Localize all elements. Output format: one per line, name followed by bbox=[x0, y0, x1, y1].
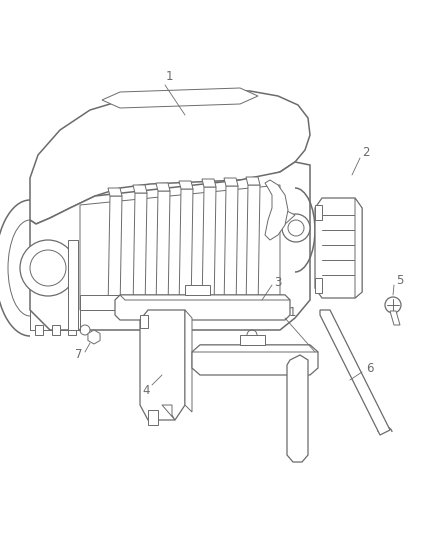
Polygon shape bbox=[88, 330, 100, 344]
Polygon shape bbox=[287, 355, 308, 462]
Polygon shape bbox=[156, 191, 170, 310]
Polygon shape bbox=[35, 325, 43, 335]
Polygon shape bbox=[240, 335, 265, 345]
Circle shape bbox=[282, 214, 310, 242]
Polygon shape bbox=[80, 295, 280, 310]
Polygon shape bbox=[202, 187, 216, 310]
Polygon shape bbox=[272, 210, 295, 226]
Polygon shape bbox=[108, 196, 122, 310]
Polygon shape bbox=[148, 410, 158, 425]
Polygon shape bbox=[202, 179, 216, 187]
Polygon shape bbox=[68, 240, 78, 330]
Polygon shape bbox=[162, 405, 175, 420]
Polygon shape bbox=[30, 162, 310, 330]
Polygon shape bbox=[390, 311, 400, 325]
Polygon shape bbox=[80, 185, 280, 310]
Polygon shape bbox=[140, 315, 148, 328]
Text: 5: 5 bbox=[396, 273, 404, 287]
Polygon shape bbox=[315, 198, 362, 298]
Text: 2: 2 bbox=[362, 146, 370, 158]
Polygon shape bbox=[224, 178, 238, 186]
Polygon shape bbox=[185, 285, 210, 295]
Polygon shape bbox=[102, 88, 258, 108]
Polygon shape bbox=[315, 205, 322, 220]
Circle shape bbox=[80, 325, 90, 335]
Polygon shape bbox=[355, 198, 362, 298]
Polygon shape bbox=[52, 325, 60, 335]
Circle shape bbox=[30, 250, 66, 286]
Polygon shape bbox=[315, 278, 322, 293]
Text: 1: 1 bbox=[288, 305, 296, 319]
Circle shape bbox=[385, 297, 401, 313]
Polygon shape bbox=[108, 188, 122, 196]
Polygon shape bbox=[133, 193, 147, 310]
Circle shape bbox=[20, 240, 76, 296]
Polygon shape bbox=[120, 295, 290, 300]
Polygon shape bbox=[192, 345, 318, 375]
Polygon shape bbox=[156, 183, 170, 191]
Text: 6: 6 bbox=[366, 361, 374, 375]
Polygon shape bbox=[185, 310, 192, 412]
Circle shape bbox=[288, 220, 304, 236]
Polygon shape bbox=[265, 180, 288, 240]
Polygon shape bbox=[246, 177, 260, 185]
Polygon shape bbox=[224, 186, 238, 310]
Polygon shape bbox=[30, 90, 310, 224]
Polygon shape bbox=[246, 185, 260, 310]
Polygon shape bbox=[115, 295, 290, 320]
Text: 1: 1 bbox=[165, 70, 173, 84]
Polygon shape bbox=[133, 185, 147, 193]
Polygon shape bbox=[179, 189, 193, 310]
Polygon shape bbox=[140, 310, 185, 420]
Text: 4: 4 bbox=[142, 384, 150, 397]
Polygon shape bbox=[179, 181, 193, 189]
Polygon shape bbox=[68, 325, 76, 335]
Text: 7: 7 bbox=[75, 349, 83, 361]
Text: 3: 3 bbox=[274, 276, 282, 288]
Polygon shape bbox=[320, 310, 390, 435]
Polygon shape bbox=[192, 345, 318, 352]
